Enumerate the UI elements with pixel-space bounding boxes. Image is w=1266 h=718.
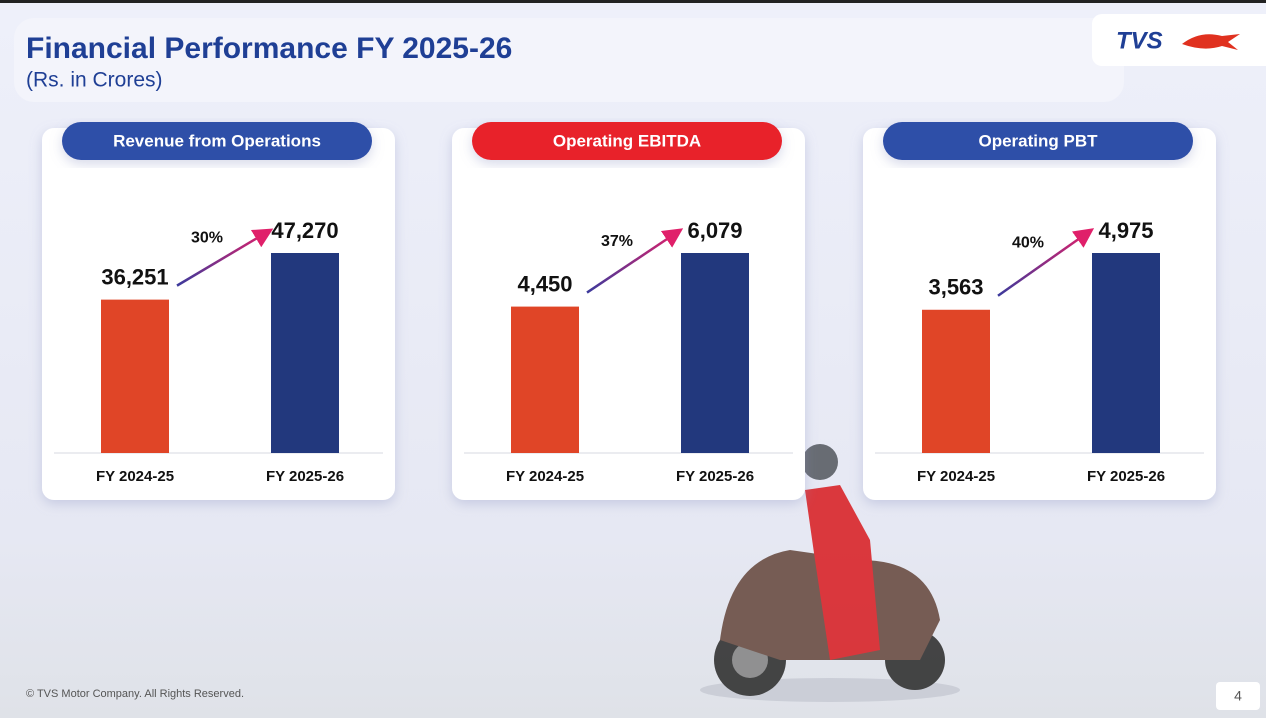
- page-number: 4: [1234, 688, 1242, 704]
- chart-card: Operating PBT 3,563 FY 2024-25 4,975 FY 2025…: [863, 122, 1216, 500]
- header-panel: [14, 18, 1124, 102]
- bar: [271, 253, 339, 453]
- growth-annotation: 40%: [1012, 235, 1044, 252]
- growth-arrow: [176, 228, 274, 287]
- growth-arrow: [586, 228, 684, 294]
- top-border: [0, 0, 1266, 3]
- title-pill: [62, 122, 372, 160]
- card: [42, 128, 395, 500]
- x-tick-label: FY 2025-26: [1087, 468, 1165, 485]
- x-tick-label: FY 2024-25: [96, 468, 174, 485]
- value-label: 47,270: [271, 218, 338, 243]
- growth-arrow: [997, 228, 1095, 297]
- title-pill: [883, 122, 1193, 160]
- value-label: 3,563: [928, 275, 983, 300]
- growth-annotation: 37%: [601, 233, 633, 250]
- value-label: 4,450: [517, 271, 572, 296]
- chart-card: Operating EBITDA 4,450 FY 2024-25 6,079 FY 2…: [452, 122, 805, 500]
- x-tick-label: FY 2025-26: [266, 468, 344, 485]
- bar: [681, 253, 749, 453]
- x-tick-label: FY 2024-25: [506, 468, 584, 485]
- growth-annotation: 30%: [191, 230, 223, 247]
- footer: © TVS Motor Company. All Rights Reserved…: [26, 688, 244, 700]
- logo: TVS: [1116, 27, 1163, 54]
- chart-title: Revenue from Operations: [113, 131, 321, 150]
- bar: [101, 299, 169, 453]
- rider-illustration: [700, 444, 960, 702]
- logo-horse: [1182, 34, 1240, 50]
- title: Financial Performance FY 2025-26: [26, 32, 512, 65]
- subtitle: (Rs. in Crores): [26, 69, 163, 92]
- title-pill: [472, 122, 782, 160]
- card: [863, 128, 1216, 500]
- value-label: 36,251: [101, 264, 168, 289]
- chart-title: Operating EBITDA: [553, 131, 701, 150]
- logo-box: [1092, 14, 1266, 66]
- card: [452, 128, 805, 500]
- chart-card: Revenue from Operations 36,251 FY 2024-25 4…: [42, 122, 395, 500]
- value-label: 4,975: [1098, 218, 1153, 243]
- value-label: 6,079: [687, 218, 742, 243]
- page-number-box: [1216, 682, 1260, 710]
- bar: [922, 309, 990, 453]
- chart-title: Operating PBT: [978, 131, 1098, 150]
- x-tick-label: FY 2024-25: [917, 468, 995, 485]
- bar: [511, 306, 579, 453]
- bar: [1092, 253, 1160, 453]
- x-tick-label: FY 2025-26: [676, 468, 754, 485]
